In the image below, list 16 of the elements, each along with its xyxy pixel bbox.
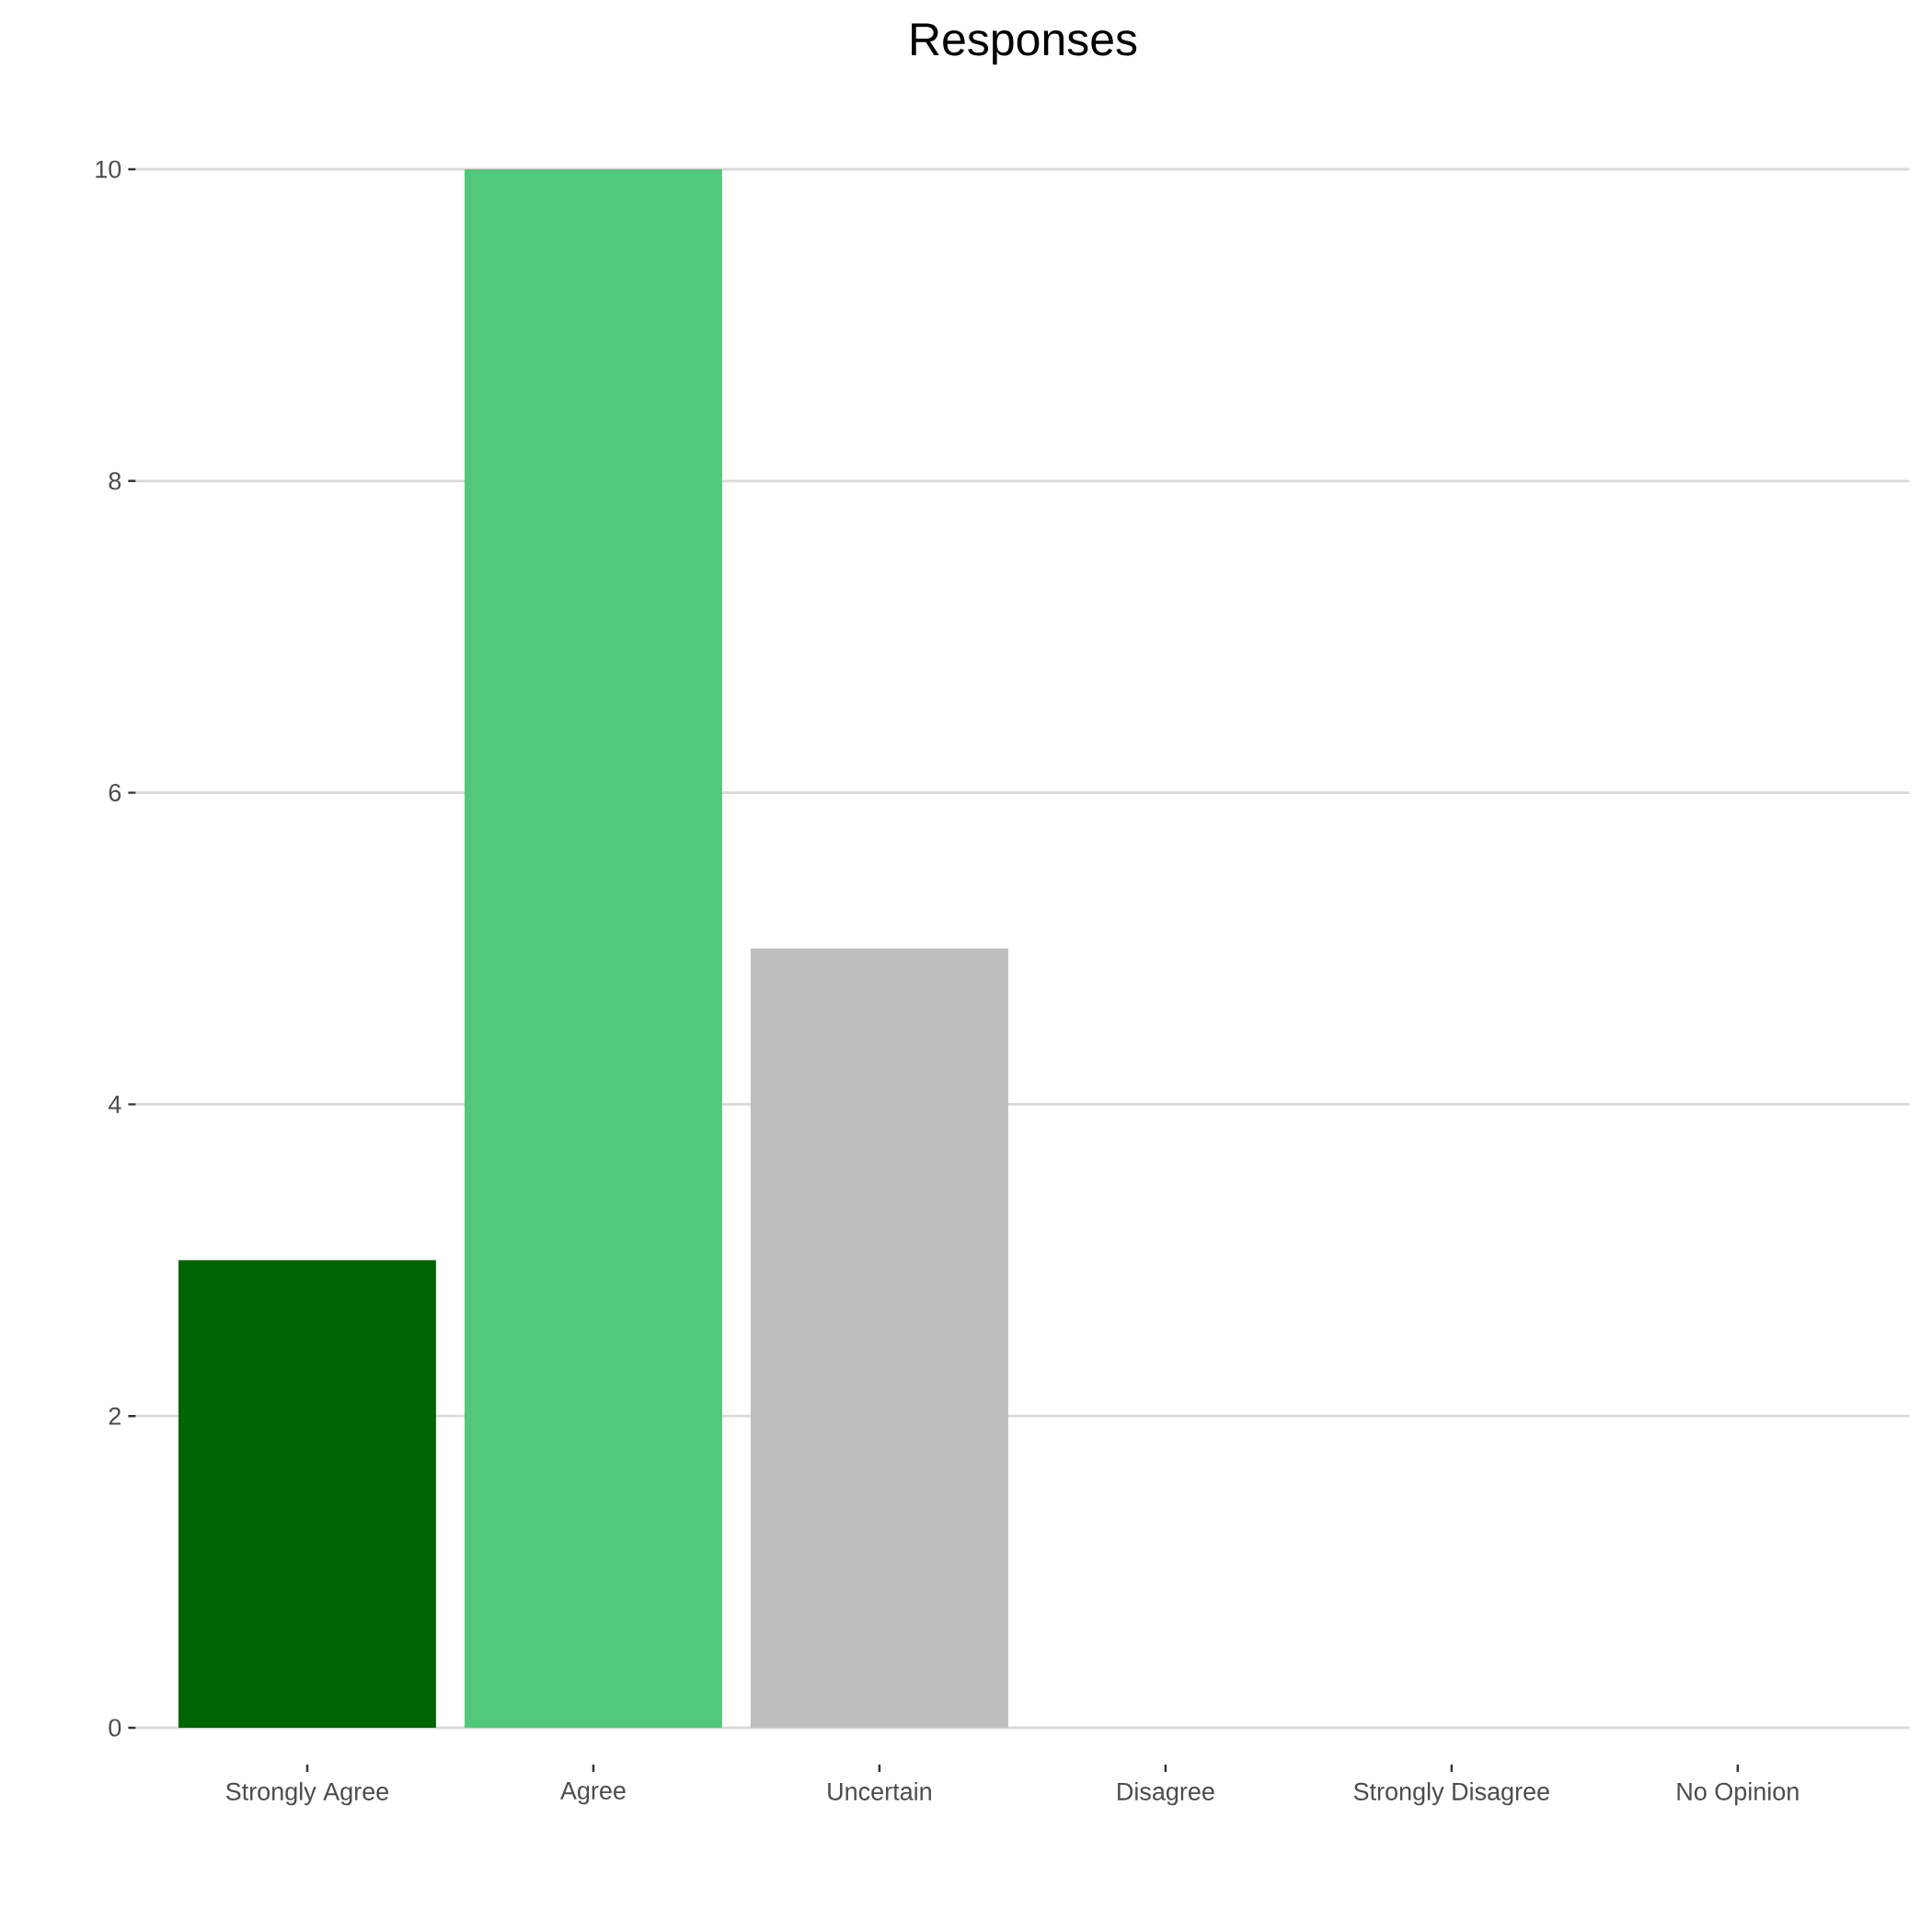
- x-tick-label: Disagree: [1118, 1782, 1214, 1806]
- y-tick-label: 8: [109, 472, 121, 490]
- x-tick-label: Uncertain: [828, 1782, 931, 1800]
- x-tick-label: Strongly Agree: [225, 1782, 389, 1806]
- bar: [465, 168, 722, 1728]
- y-tick-label: 2: [109, 1407, 121, 1425]
- x-tick-label: Agree: [559, 1782, 626, 1805]
- x-tick-label: Strongly Disagree: [1353, 1782, 1549, 1806]
- x-tick-label: No Opinion: [1677, 1782, 1799, 1806]
- chart-title: Responses: [912, 23, 1137, 65]
- y-tick-label: 10: [96, 160, 121, 178]
- y-tick-label: 6: [109, 784, 121, 802]
- bar: [178, 1259, 436, 1728]
- y-tick-label: 4: [108, 1096, 121, 1113]
- y-tick-label: 0: [109, 1719, 121, 1737]
- bar: [750, 948, 1008, 1728]
